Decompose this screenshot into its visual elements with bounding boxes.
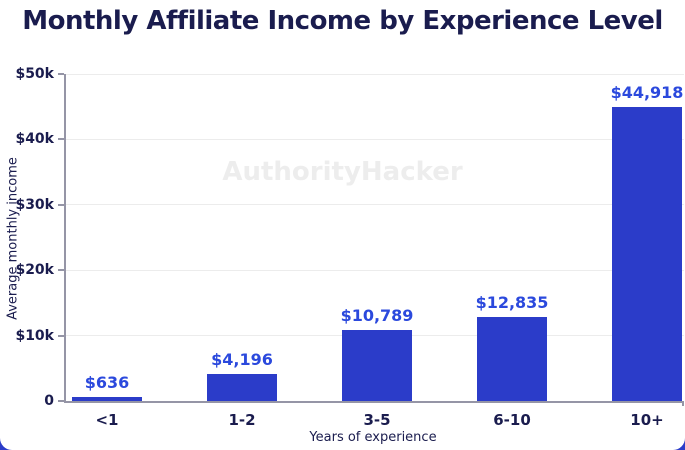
y-tick-mark xyxy=(58,73,64,75)
bar-value-label: $636 xyxy=(84,373,130,392)
y-tick-mark xyxy=(58,138,64,141)
bar-value-label: $44,918 xyxy=(610,83,684,102)
y-tick-label: 0 xyxy=(44,393,54,409)
gridline xyxy=(66,269,684,271)
y-tick-label: $50k xyxy=(15,66,54,82)
bar-value-label: $12,835 xyxy=(475,293,549,312)
x-axis-end-tick xyxy=(682,401,684,406)
bar-3-5 xyxy=(342,330,412,401)
x-tick-label: 6-10 xyxy=(493,411,531,429)
gridline xyxy=(66,204,684,206)
x-tick-label: <1 xyxy=(95,411,119,429)
bar-<1 xyxy=(72,397,142,401)
x-tick-label: 10+ xyxy=(630,411,664,429)
y-tick-mark xyxy=(58,269,64,272)
y-tick-label: $40k xyxy=(15,131,54,148)
x-tick-label: 3-5 xyxy=(363,411,391,429)
y-axis-title: Average monthly income xyxy=(5,157,21,320)
y-tick-label: $20k xyxy=(15,262,54,279)
bar-10+ xyxy=(612,107,682,401)
y-tick-mark xyxy=(58,334,64,337)
bar-6-10 xyxy=(477,317,547,401)
plot-area: 0 $10k $20k $30k $40k $50k $636 <1 $4,196 1-2 $10,… xyxy=(15,66,684,429)
x-tick-label: 1-2 xyxy=(228,411,256,429)
bottom-left-corner-mask xyxy=(0,438,12,450)
watermark-text: AuthorityHacker xyxy=(222,157,463,187)
bottom-right-corner-mask xyxy=(673,438,685,450)
gridline xyxy=(66,73,684,75)
y-tick-mark xyxy=(58,400,64,402)
bar-value-label: $10,789 xyxy=(340,306,414,325)
chart-title: Monthly Affiliate Income by Experience L… xyxy=(22,6,663,36)
y-tick-label: $30k xyxy=(15,196,54,213)
bottom-right-corner-peek xyxy=(673,438,685,450)
y-tick-label: $10k xyxy=(15,327,54,344)
gridline xyxy=(66,138,684,140)
bottom-left-corner-peek xyxy=(0,438,12,450)
x-axis-title: Years of experience xyxy=(309,430,437,445)
y-tick-mark xyxy=(58,203,64,206)
bar-1-2 xyxy=(207,374,277,401)
bar-value-label: $4,196 xyxy=(211,350,273,369)
